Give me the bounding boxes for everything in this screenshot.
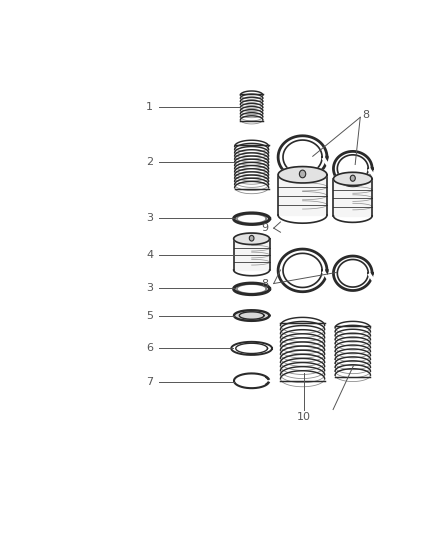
Text: 7: 7 xyxy=(146,377,153,387)
Circle shape xyxy=(350,175,355,181)
Polygon shape xyxy=(231,342,272,355)
Text: 3: 3 xyxy=(146,213,153,223)
Polygon shape xyxy=(337,260,368,287)
Polygon shape xyxy=(234,310,269,321)
Text: 8: 8 xyxy=(362,110,369,120)
Polygon shape xyxy=(278,249,327,292)
Polygon shape xyxy=(278,167,327,183)
Circle shape xyxy=(299,170,306,178)
Polygon shape xyxy=(233,213,270,224)
Text: 1: 1 xyxy=(146,102,153,112)
Polygon shape xyxy=(233,283,270,295)
Polygon shape xyxy=(333,179,372,216)
Polygon shape xyxy=(233,233,270,245)
Circle shape xyxy=(249,236,254,241)
Text: 8: 8 xyxy=(261,279,268,288)
Text: 9: 9 xyxy=(261,223,268,233)
Text: 6: 6 xyxy=(146,343,153,353)
Polygon shape xyxy=(236,343,268,353)
Text: 4: 4 xyxy=(146,250,153,260)
Polygon shape xyxy=(278,136,327,179)
Polygon shape xyxy=(333,172,372,185)
Text: 2: 2 xyxy=(146,157,153,167)
Polygon shape xyxy=(333,256,372,290)
Polygon shape xyxy=(278,175,327,215)
Polygon shape xyxy=(333,151,372,186)
Polygon shape xyxy=(283,140,322,174)
Polygon shape xyxy=(233,239,270,270)
Text: 5: 5 xyxy=(146,311,153,320)
Polygon shape xyxy=(283,253,322,287)
Text: 3: 3 xyxy=(146,284,153,294)
Polygon shape xyxy=(337,155,368,182)
Text: 10: 10 xyxy=(297,412,311,422)
